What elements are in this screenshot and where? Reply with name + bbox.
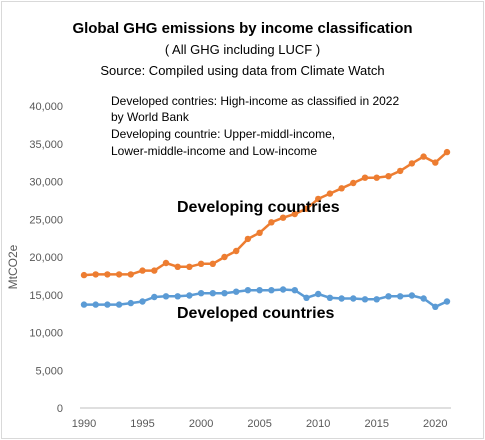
series-layer bbox=[80, 148, 451, 310]
series-label-developing: Developing countries bbox=[177, 199, 340, 216]
x-tick-label: 2005 bbox=[247, 418, 271, 430]
y-axis-ticks: 0 5,000 10,000 15,000 20,000 25,000 30,000 35,0… bbox=[29, 101, 63, 415]
y-axis-label: MtCO2e bbox=[6, 244, 20, 289]
data-point bbox=[408, 292, 416, 299]
chart-source: Source: Compiled using data from Climate… bbox=[100, 63, 385, 78]
data-point bbox=[385, 173, 392, 180]
data-point bbox=[221, 253, 228, 261]
data-point bbox=[350, 295, 357, 302]
data-point bbox=[244, 287, 252, 294]
data-point bbox=[197, 290, 205, 297]
data-point bbox=[151, 293, 158, 301]
x-tick-label: 2000 bbox=[189, 418, 213, 430]
data-point bbox=[420, 295, 427, 302]
x-axis-ticks: 1990 1995 2000 2005 2010 2015 2020 bbox=[72, 418, 448, 430]
data-point bbox=[443, 148, 451, 156]
data-point bbox=[104, 271, 111, 278]
annotation-line-1: Developed contries: High-income as class… bbox=[111, 94, 400, 108]
data-point bbox=[303, 205, 310, 212]
data-point bbox=[279, 214, 287, 221]
data-point bbox=[397, 293, 404, 300]
y-tick-label: 15,000 bbox=[29, 290, 63, 302]
y-tick-label: 25,000 bbox=[29, 214, 63, 226]
data-point bbox=[350, 179, 357, 187]
data-point bbox=[233, 247, 240, 255]
data-point bbox=[291, 287, 298, 294]
data-point bbox=[397, 167, 404, 175]
y-tick-label: 30,000 bbox=[29, 177, 63, 189]
y-tick-label: 40,000 bbox=[29, 101, 63, 113]
data-point bbox=[80, 271, 88, 279]
x-tick-label: 2015 bbox=[364, 418, 388, 430]
y-tick-label: 5,000 bbox=[35, 365, 63, 377]
data-point bbox=[373, 296, 380, 303]
data-point bbox=[92, 301, 99, 308]
y-tick-label: 0 bbox=[57, 403, 63, 415]
data-point bbox=[326, 190, 334, 197]
data-point bbox=[139, 298, 146, 305]
data-point bbox=[92, 271, 99, 278]
annotation-line-3: Developing countrie: Upper-middl-income, bbox=[111, 127, 336, 141]
data-point bbox=[268, 219, 275, 226]
data-point bbox=[338, 295, 345, 302]
chart-subtitle: ( All GHG including LUCF ) bbox=[164, 42, 321, 57]
annotation-line-4: Lower-middle-income and Low-income bbox=[111, 144, 318, 158]
data-point bbox=[244, 235, 252, 243]
data-point bbox=[315, 290, 322, 298]
data-point bbox=[432, 159, 439, 166]
data-point bbox=[186, 292, 193, 299]
data-point bbox=[256, 287, 263, 294]
data-point bbox=[139, 267, 146, 274]
y-tick-label: 20,000 bbox=[29, 252, 63, 264]
data-point bbox=[338, 185, 345, 192]
data-point bbox=[361, 174, 369, 181]
data-point bbox=[174, 263, 181, 270]
series-developed bbox=[80, 286, 451, 310]
data-point bbox=[127, 271, 134, 278]
data-point bbox=[291, 210, 298, 218]
data-point bbox=[315, 195, 322, 203]
y-tick-label: 35,000 bbox=[29, 139, 63, 151]
data-point bbox=[221, 290, 228, 297]
data-point bbox=[326, 294, 334, 301]
data-point bbox=[233, 288, 240, 295]
data-point bbox=[209, 290, 216, 297]
data-point bbox=[361, 296, 369, 303]
annotation-line-2: by World Bank bbox=[111, 110, 189, 124]
series-label-developed: Developed countries bbox=[177, 305, 335, 322]
data-point bbox=[162, 259, 170, 267]
data-point bbox=[151, 267, 158, 274]
data-point bbox=[115, 301, 123, 308]
x-tick-label: 2010 bbox=[306, 418, 330, 430]
data-point bbox=[420, 153, 427, 160]
data-point bbox=[162, 293, 170, 300]
x-tick-label: 1995 bbox=[130, 418, 154, 430]
data-point bbox=[186, 263, 193, 270]
data-point bbox=[256, 229, 263, 236]
data-point bbox=[104, 301, 111, 308]
data-point bbox=[443, 298, 451, 305]
data-point bbox=[115, 271, 123, 278]
data-point bbox=[303, 294, 310, 301]
data-point bbox=[174, 293, 181, 300]
data-point bbox=[80, 301, 88, 308]
data-point bbox=[373, 174, 380, 181]
y-tick-label: 10,000 bbox=[29, 328, 63, 340]
data-point bbox=[209, 260, 216, 267]
data-point bbox=[268, 287, 275, 294]
data-point bbox=[432, 303, 439, 310]
data-point bbox=[127, 299, 134, 307]
data-point bbox=[385, 293, 392, 300]
data-point bbox=[279, 286, 287, 293]
x-tick-label: 1990 bbox=[72, 418, 96, 430]
x-tick-label: 2020 bbox=[423, 418, 447, 430]
chart-title: Global GHG emissions by income classific… bbox=[72, 20, 413, 37]
data-point bbox=[408, 160, 416, 167]
data-point bbox=[197, 260, 205, 267]
series-developing bbox=[80, 148, 451, 279]
